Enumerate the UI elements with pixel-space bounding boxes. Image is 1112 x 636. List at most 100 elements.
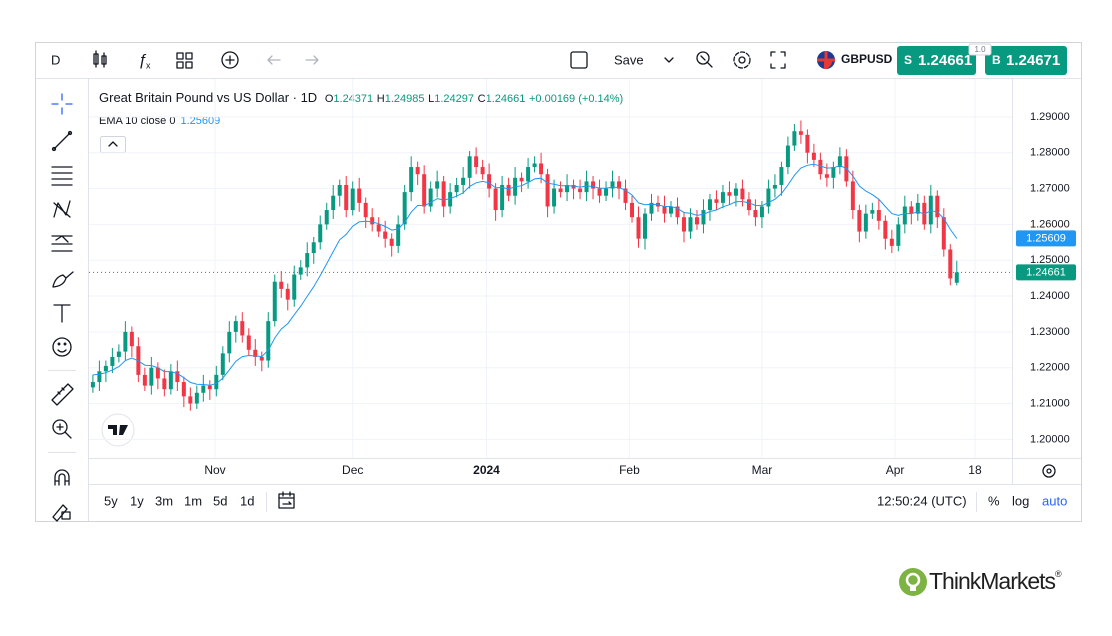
- candle-body: [662, 206, 667, 214]
- indicators-icon[interactable]: ƒ: [138, 52, 147, 69]
- buy-label: B: [992, 53, 1001, 67]
- text-tool[interactable]: [53, 304, 71, 323]
- clock: 12:50:24 (UTC): [877, 493, 967, 508]
- candle-body: [720, 192, 725, 203]
- candle-body: [188, 396, 193, 404]
- candle-body: [818, 159, 823, 175]
- buy-button[interactable]: [985, 46, 1067, 75]
- candle-body: [149, 367, 154, 386]
- y-tick-label: 1.29000: [1030, 111, 1070, 123]
- range-button[interactable]: 5d: [213, 493, 227, 508]
- goto-date-icon[interactable]: [278, 491, 295, 509]
- ohlc-label: L: [428, 93, 434, 105]
- candle-body: [318, 224, 323, 243]
- legend-collapse-icon: [108, 141, 118, 147]
- candle-body: [954, 272, 959, 283]
- fullscreen-icon[interactable]: [770, 51, 786, 69]
- candle-body: [123, 331, 128, 352]
- candle-body: [240, 321, 245, 336]
- candle-body: [441, 181, 446, 207]
- x-tick-label: Mar: [752, 463, 773, 477]
- lock-drawings-tool[interactable]: [52, 504, 71, 522]
- candle-body: [623, 188, 628, 203]
- candle-body: [785, 145, 790, 168]
- settings-icon[interactable]: [733, 51, 751, 69]
- candle-body: [571, 184, 576, 189]
- range-button[interactable]: 5y: [104, 493, 118, 508]
- add-icon[interactable]: [221, 51, 239, 69]
- pattern-tool[interactable]: [53, 200, 71, 218]
- candle-body: [675, 206, 680, 218]
- x-tick-label: Feb: [619, 463, 640, 477]
- percent-toggle[interactable]: %: [988, 493, 1000, 508]
- candles-icon[interactable]: [93, 50, 107, 68]
- candle-body: [272, 281, 277, 322]
- candle-body: [688, 217, 693, 232]
- candle-body: [435, 181, 440, 189]
- candle-body: [415, 167, 420, 175]
- tv-badge[interactable]: [101, 413, 135, 447]
- save-menu[interactable]: [664, 57, 674, 63]
- crosshair-tool[interactable]: [51, 93, 73, 115]
- candle-body: [584, 181, 589, 193]
- candle-body: [526, 167, 531, 182]
- save-button[interactable]: Save: [614, 52, 644, 67]
- candle-body: [714, 199, 719, 203]
- candle-body: [643, 213, 648, 239]
- candle-body: [883, 220, 888, 239]
- ohlc-value: 1.24371: [333, 93, 373, 105]
- candle-body: [500, 184, 505, 211]
- ohlc-label: O: [325, 93, 334, 105]
- candle-body: [279, 281, 284, 289]
- brush-tool[interactable]: [52, 271, 74, 288]
- emoji-tool[interactable]: [52, 337, 72, 357]
- candle-body: [837, 156, 842, 168]
- x-tick-label: Dec: [342, 463, 363, 477]
- ema-name: EMA 10 close 0: [99, 115, 175, 127]
- candle-body: [454, 184, 459, 193]
- candle-body: [753, 210, 758, 218]
- candle-body: [493, 188, 498, 211]
- candle-body: [597, 188, 602, 196]
- candle-body: [233, 321, 238, 332]
- x-tick-label: Nov: [204, 463, 225, 477]
- legend-collapse[interactable]: [100, 136, 126, 153]
- auto-toggle[interactable]: auto: [1042, 493, 1067, 508]
- logo-name: ThinkMarkets: [929, 568, 1056, 594]
- symbol[interactable]: GBPUSD: [841, 52, 893, 66]
- y-tick-label: 1.27000: [1030, 182, 1070, 194]
- candle-body: [701, 210, 706, 225]
- candle-body: [480, 167, 485, 175]
- range-button[interactable]: 1d: [240, 493, 254, 508]
- alert-icon[interactable]: [696, 51, 713, 68]
- undo-icon[interactable]: [267, 55, 281, 65]
- chart-title: Great Britain Pound vs US Dollar · 1D: [99, 90, 317, 105]
- indicators-icon-sub: x: [146, 60, 151, 70]
- layouts-icon[interactable]: [176, 52, 193, 69]
- candle-body: [422, 174, 427, 207]
- magnet-tool[interactable]: [54, 469, 70, 486]
- ema-value: 1.25609: [181, 115, 221, 127]
- axis-settings-icon[interactable]: [1042, 464, 1056, 478]
- candle-body: [246, 335, 251, 350]
- ema-price-tag: [1016, 230, 1076, 247]
- candle-body: [649, 202, 654, 214]
- candle-body: [253, 349, 258, 357]
- range-button[interactable]: 1y: [130, 493, 144, 508]
- fib-tool[interactable]: [51, 166, 73, 186]
- candle-body: [220, 353, 225, 375]
- interval-button[interactable]: D: [51, 52, 60, 67]
- prediction-tool[interactable]: [51, 235, 73, 252]
- zoom-tool[interactable]: [52, 419, 72, 439]
- candle-body: [733, 188, 738, 196]
- range-button[interactable]: 3m: [155, 493, 173, 508]
- log-toggle[interactable]: log: [1012, 493, 1029, 508]
- sell-button[interactable]: [897, 46, 976, 75]
- spread: 1.0: [974, 45, 986, 54]
- candle-body: [759, 206, 764, 218]
- redo-icon[interactable]: [305, 55, 319, 65]
- ruler-tool[interactable]: [51, 383, 74, 406]
- range-button[interactable]: 1m: [184, 493, 202, 508]
- trendline-tool[interactable]: [51, 130, 73, 152]
- layout-toggle[interactable]: [570, 51, 588, 69]
